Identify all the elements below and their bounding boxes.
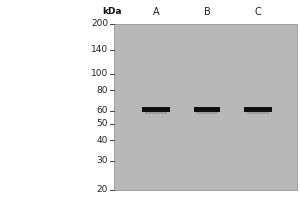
Bar — [247, 112, 269, 114]
Text: 100: 100 — [91, 69, 108, 78]
Bar — [244, 107, 272, 112]
Text: 60: 60 — [97, 106, 108, 115]
Text: B: B — [204, 7, 210, 17]
Text: 50: 50 — [97, 119, 108, 128]
Text: 20: 20 — [97, 186, 108, 194]
Text: A: A — [153, 7, 159, 17]
Text: 40: 40 — [97, 136, 108, 145]
Text: kDa: kDa — [103, 7, 122, 17]
Text: 80: 80 — [97, 86, 108, 95]
Text: 140: 140 — [91, 45, 108, 54]
Bar — [145, 112, 167, 114]
Bar — [194, 107, 220, 112]
Text: 200: 200 — [91, 20, 108, 28]
Text: 30: 30 — [97, 156, 108, 165]
Bar — [114, 24, 297, 190]
Text: C: C — [255, 7, 261, 17]
Bar — [142, 107, 170, 112]
Bar — [196, 112, 218, 114]
